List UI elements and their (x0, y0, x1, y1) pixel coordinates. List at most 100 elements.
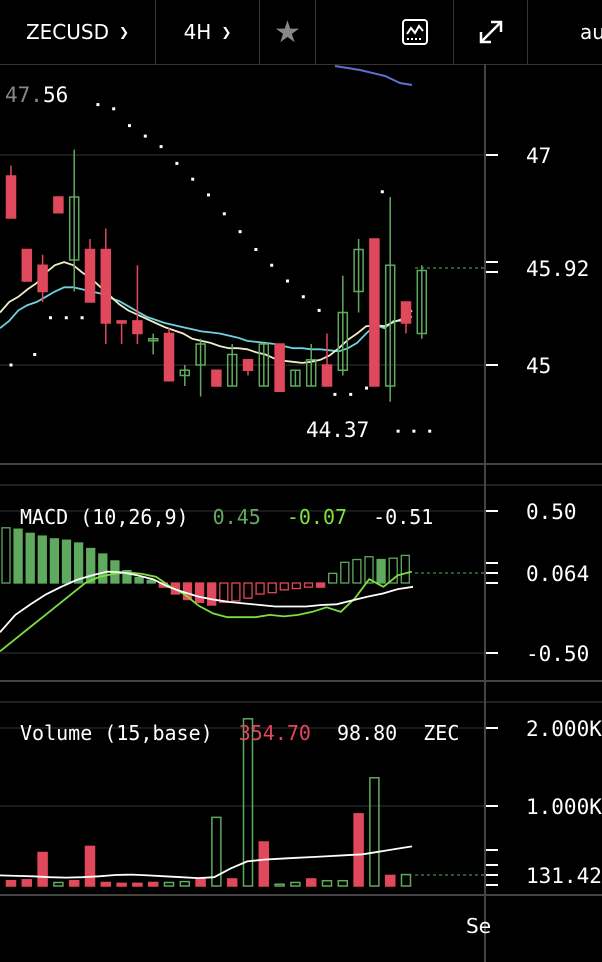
indicator-chart-icon (402, 19, 428, 45)
candle-body (179, 369, 191, 377)
sar-dot (317, 308, 321, 312)
sar-dot (175, 161, 179, 165)
candle (116, 320, 127, 344)
macd-histogram-bar (1, 527, 11, 584)
high-price-int: 47. (5, 83, 43, 107)
star-icon: ★ (274, 14, 301, 50)
sar-dot (64, 316, 68, 320)
candle (84, 239, 96, 303)
candle-body (132, 320, 143, 335)
macd-histogram-bar (315, 582, 326, 588)
candle (100, 228, 112, 344)
symbol-selector[interactable]: ZECUSD ❯ (0, 0, 156, 64)
macd-pane (0, 527, 485, 653)
candle (258, 343, 270, 387)
macd-value: 0.45 (213, 505, 261, 529)
macd-histogram-bar (340, 561, 350, 584)
candle-body (163, 332, 175, 382)
high-price-frac: 56 (43, 83, 68, 107)
candle-body (100, 248, 112, 324)
volume-bar (242, 718, 254, 887)
volume-bar (384, 874, 396, 887)
volume-legend: Volume (15,base) 354.70 98.80 ZEC (20, 721, 459, 745)
axis-label: -0.50 (526, 642, 589, 666)
auto-scale-button[interactable]: au (528, 0, 602, 64)
candle (132, 265, 143, 344)
interval-selector[interactable]: 4H ❯ (156, 0, 260, 64)
sar-dot (396, 429, 400, 433)
sar-dot (412, 429, 416, 433)
axis-label: 2.000K (526, 717, 602, 741)
sar-dot (9, 363, 13, 367)
favorite-button[interactable]: ★ (260, 0, 316, 64)
signal-value: -0.07 (287, 505, 347, 529)
candle (305, 344, 317, 387)
axis-label: 45.92 (526, 257, 589, 281)
grid-lines (0, 154, 485, 807)
sar-dot (159, 145, 163, 149)
macd-histogram-bar (279, 582, 289, 591)
candle (68, 149, 80, 292)
sar-dot (112, 107, 116, 111)
macd-histogram-bar (267, 582, 277, 594)
volume-bar (400, 873, 412, 887)
axis-label: 0.064 (526, 562, 589, 586)
volume-bar (226, 878, 238, 887)
candle (353, 239, 364, 313)
macd-histogram-bar (376, 558, 386, 584)
volume-bar (321, 879, 333, 887)
candle (400, 301, 412, 334)
axis-label: 131.42 (526, 864, 602, 888)
macd-histogram-bar (243, 582, 253, 599)
sar-dot (128, 124, 131, 128)
macd-histogram-bar (303, 582, 314, 588)
candle-body (226, 353, 238, 387)
macd-histogram-bar (122, 569, 132, 584)
candle (337, 275, 349, 376)
volume-bar (116, 882, 127, 887)
macd-histogram-bar (328, 572, 338, 584)
sar-dot (380, 190, 384, 194)
sar-dot (428, 429, 432, 433)
candle-body (37, 264, 48, 293)
volume-bar (353, 813, 364, 887)
indicators-button[interactable] (316, 0, 454, 64)
volume-bar (258, 841, 270, 887)
volume-bar (305, 878, 317, 887)
macd-histogram-bar (207, 582, 217, 606)
macd-histogram-bar (98, 553, 108, 584)
candle-body (384, 264, 396, 387)
volume-bar (211, 816, 222, 887)
macd-histogram-bar (37, 535, 47, 584)
volume-pane (0, 718, 485, 887)
chevron-down-icon: ❯ (221, 25, 232, 39)
volume-bar (53, 881, 64, 887)
sar-dot (222, 212, 226, 216)
volume-bar (290, 881, 301, 887)
candle (211, 369, 222, 387)
macd-histogram-bar (194, 582, 205, 603)
candle (226, 344, 238, 387)
candle (21, 248, 33, 282)
macd-histogram-bar (364, 556, 374, 584)
y-axis: 47 45.92 45 0.50 0.064 -0.50 2.000K 1.000K 131.4… (486, 144, 602, 888)
interval-label: 4H (183, 20, 212, 44)
axis-label: 45 (526, 354, 551, 378)
macd-histogram-bar (73, 542, 84, 584)
sar-dot (49, 316, 52, 320)
axis-label: 0.50 (526, 500, 577, 524)
candle-body (195, 343, 206, 366)
histogram-value: -0.51 (373, 505, 433, 529)
candle-body (84, 248, 96, 303)
candle-body (400, 301, 412, 324)
candle (53, 196, 64, 214)
candle-body (337, 311, 349, 371)
macd-histogram-bar (146, 579, 156, 584)
candle-body (53, 196, 64, 214)
volume-unit: ZEC (423, 721, 459, 745)
macd-histogram-bar (231, 582, 241, 602)
volume-bar (147, 881, 159, 887)
fullscreen-button[interactable] (454, 0, 528, 64)
sar-dot (286, 279, 289, 283)
